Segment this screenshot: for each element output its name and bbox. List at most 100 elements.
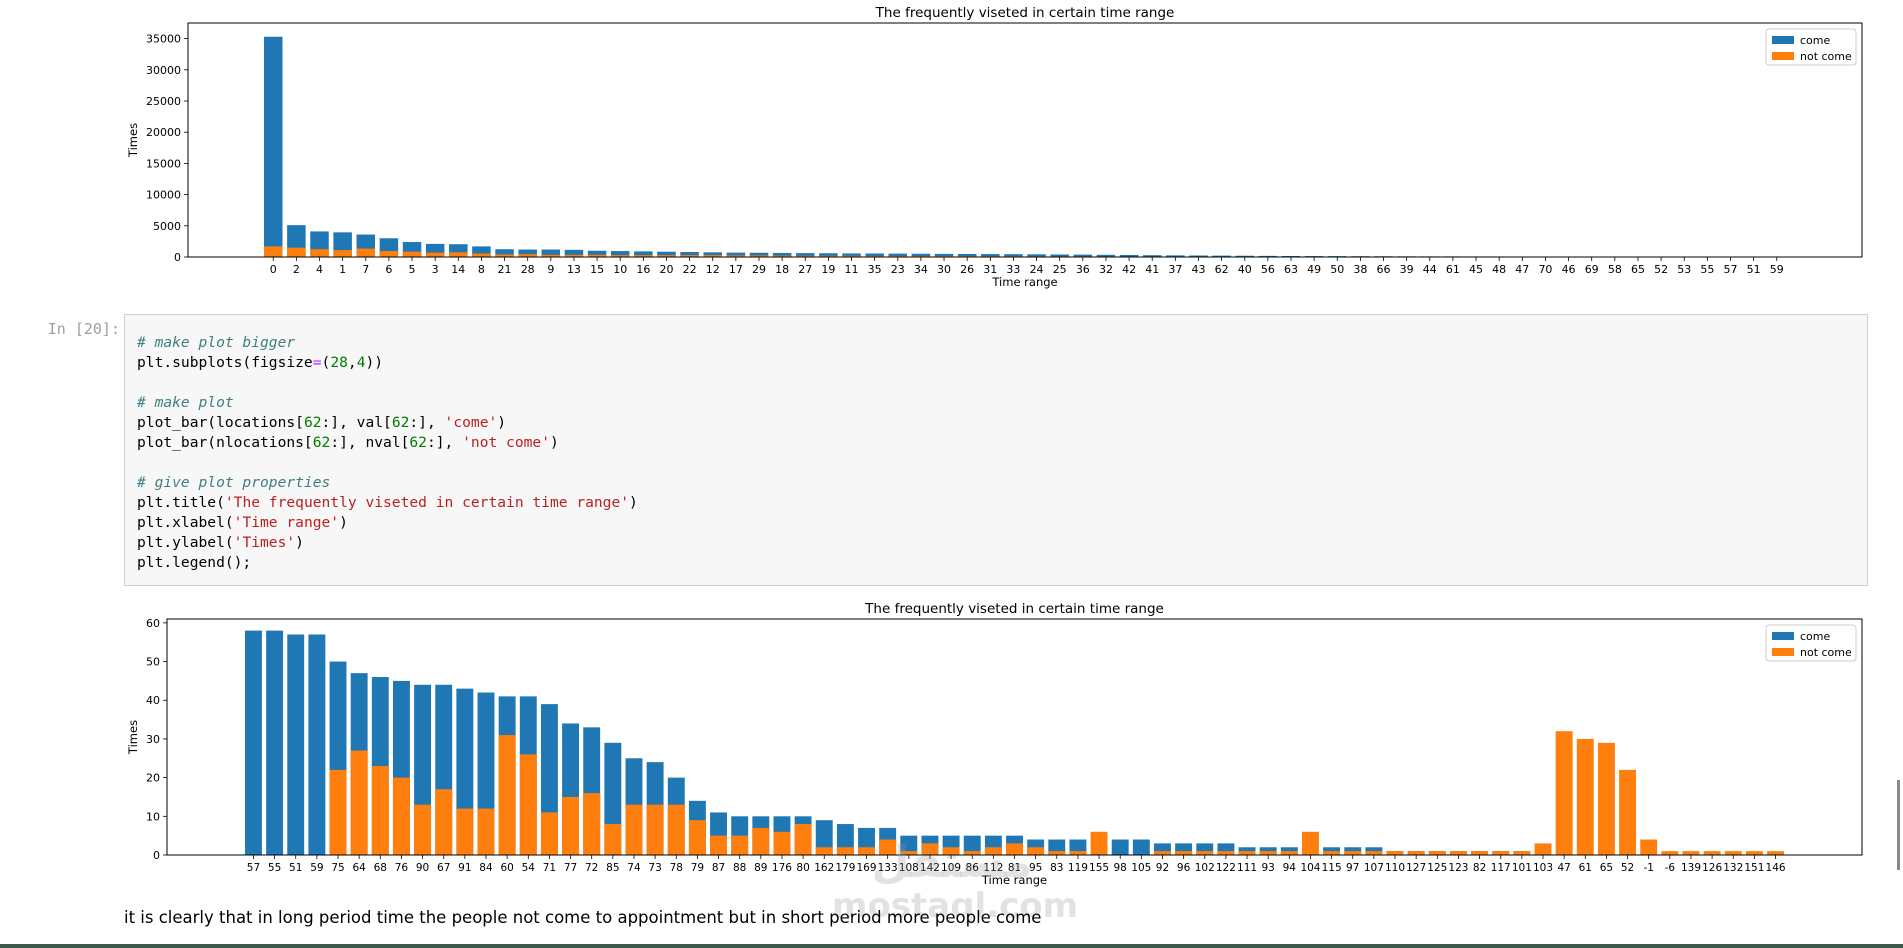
x-tick-label: 91: [458, 862, 471, 874]
y-tick-label: 15000: [146, 157, 181, 170]
bar-not-come: [1640, 839, 1658, 855]
x-tick-label: 48: [1492, 263, 1506, 276]
x-tick-label: 72: [585, 862, 598, 874]
y-axis-label: Times: [126, 720, 140, 755]
bar-come: [1111, 839, 1129, 855]
x-tick-label: 8: [478, 263, 485, 276]
x-axis-label: Time range: [991, 275, 1057, 289]
x-tick-label: 107: [1364, 862, 1384, 874]
x-tick-label: 24: [1030, 263, 1044, 276]
bar-not-come: [498, 735, 516, 855]
x-tick-label: 11: [845, 263, 859, 276]
bar-not-come: [1365, 851, 1383, 855]
bar-come: [1132, 839, 1150, 855]
x-tick-label: 3: [432, 263, 439, 276]
bar-come: [963, 835, 981, 855]
x-tick-label: 104: [1300, 862, 1320, 874]
x-tick-label: 176: [772, 862, 792, 874]
bar-not-come: [963, 851, 981, 855]
bar-not-come: [1661, 851, 1679, 855]
bar-come: [911, 253, 931, 257]
x-tick-label: 122: [1216, 862, 1236, 874]
x-tick-label: 47: [1557, 862, 1570, 874]
y-tick-label: 0: [153, 849, 160, 862]
bar-not-come: [1196, 851, 1214, 855]
bar-not-come: [350, 750, 368, 855]
markdown-text: it is clearly that in long period time t…: [124, 908, 1042, 927]
x-tick-label: 5: [409, 263, 416, 276]
bar-come: [1217, 843, 1235, 855]
bar-come: [900, 835, 918, 855]
x-tick-label: 26: [960, 263, 974, 276]
x-tick-label: 35: [868, 263, 882, 276]
x-tick-label: 15: [590, 263, 604, 276]
bar-not-come: [1090, 831, 1108, 855]
y-tick-label: 35000: [146, 33, 181, 46]
bar-not-come: [540, 812, 558, 855]
x-tick-label: 0: [270, 263, 277, 276]
x-tick-label: 9: [547, 263, 554, 276]
bar-come: [772, 252, 792, 257]
bar-come: [541, 249, 561, 257]
x-tick-label: 42: [1122, 263, 1136, 276]
x-tick-label: 34: [914, 263, 928, 276]
x-tick-label: 30: [937, 263, 951, 276]
x-tick-label: 38: [1353, 263, 1367, 276]
bar-not-come: [888, 255, 908, 257]
legend-label: come: [1800, 630, 1830, 643]
bar-come: [1196, 843, 1214, 855]
bar-not-come: [634, 255, 653, 257]
bar-not-come: [1471, 851, 1489, 855]
bar-not-come: [587, 254, 607, 257]
bar-not-come: [858, 847, 875, 855]
bar-come: [957, 254, 977, 257]
bar-not-come: [879, 839, 897, 855]
x-tick-label: 95: [1029, 862, 1042, 874]
bar-not-come: [371, 766, 389, 855]
code-line: plt.ylabel('Times'): [137, 534, 304, 551]
x-tick-label: 112: [983, 862, 1003, 874]
x-tick-label: 6: [385, 263, 392, 276]
bar-not-come: [1154, 851, 1171, 855]
code-cell[interactable]: # make plot bigger plt.subplots(figsize=(…: [124, 314, 1868, 586]
bar-not-come: [604, 824, 622, 855]
code-editor[interactable]: # make plot bigger plt.subplots(figsize=(…: [125, 315, 1867, 573]
x-tick-label: 82: [1473, 862, 1486, 874]
x-tick-label: 50: [1330, 263, 1344, 276]
bar-come: [819, 253, 838, 257]
bar-not-come: [942, 847, 960, 855]
x-tick-label: 74: [627, 862, 641, 874]
bar-come: [1235, 255, 1254, 257]
x-tick-label: 55: [268, 862, 281, 874]
x-tick-label: 69: [1585, 263, 1599, 276]
bar-come: [472, 246, 491, 257]
y-tick-label: 40: [146, 694, 160, 707]
x-tick-label: 80: [796, 862, 809, 874]
x-tick-label: 25: [1053, 263, 1067, 276]
code-line: plt.xlabel('Time range'): [137, 514, 348, 531]
y-tick-label: 30: [146, 733, 160, 746]
bar-not-come: [646, 804, 664, 855]
x-tick-label: 37: [1168, 263, 1182, 276]
x-tick-label: 88: [733, 862, 746, 874]
bar-come: [1212, 255, 1231, 257]
x-tick-label: 39: [1400, 263, 1414, 276]
bar-not-come: [495, 254, 514, 257]
bar-come: [1004, 254, 1023, 257]
bar-come: [726, 252, 746, 257]
bar-not-come: [333, 250, 352, 257]
legend-label: not come: [1800, 50, 1852, 63]
x-tick-label: 32: [1099, 263, 1113, 276]
x-tick-label: 81: [1008, 862, 1021, 874]
bar-not-come: [1323, 851, 1341, 855]
x-tick-label: 75: [331, 862, 344, 874]
x-tick-label: 1: [339, 263, 346, 276]
y-tick-label: 60: [146, 617, 160, 630]
code-line: plt.legend();: [137, 554, 252, 571]
code-line: plt.title('The frequently viseted in cer…: [137, 494, 638, 511]
chart-bottom: The frequently viseted in certain time r…: [126, 601, 1863, 887]
bar-not-come: [1175, 851, 1193, 855]
bar-come: [981, 254, 1000, 257]
scrollbar-thumb[interactable]: [1897, 780, 1900, 870]
bar-not-come: [449, 252, 468, 257]
